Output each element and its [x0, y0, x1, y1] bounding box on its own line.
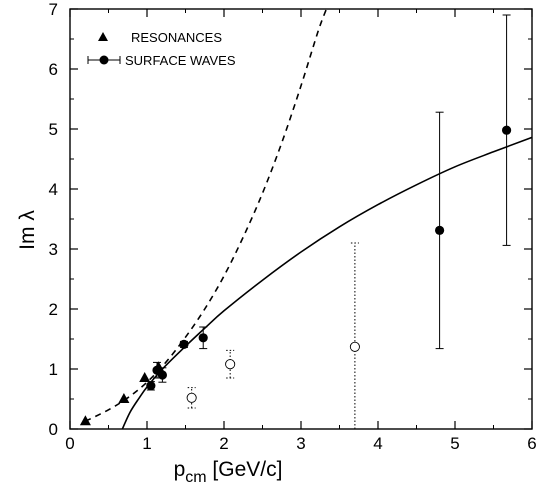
- x-axis-title-sub: cm: [185, 469, 206, 486]
- y-tick-label: 6: [49, 60, 58, 79]
- y-axis-title: Im λ: [16, 210, 39, 250]
- y-tick-label: 1: [49, 360, 58, 379]
- x-tick-label: 0: [65, 434, 74, 453]
- y-tick-label: 2: [49, 300, 58, 319]
- resonance-point: [139, 372, 151, 382]
- open-point: [186, 392, 197, 403]
- x-tick-labels: 0 1 2 3 4 5 6: [65, 434, 536, 453]
- surface-wave-point: [179, 339, 189, 349]
- y-tick-labels: 0 1 2 3 4 5 6 7: [49, 0, 58, 439]
- y-tick-label: 0: [49, 420, 58, 439]
- resonance-point: [118, 393, 130, 403]
- legend-label-surface-waves: SURFACE WAVES: [125, 53, 236, 68]
- resonance-point: [79, 415, 91, 426]
- surface-wave-point: [157, 370, 167, 380]
- legend-triangle-marker: [98, 32, 108, 41]
- surface-wave-point: [501, 125, 512, 135]
- x-axis-title-rest: [GeV/c]: [207, 458, 283, 481]
- surface-wave-point: [146, 381, 156, 391]
- y-tick-label: 7: [49, 0, 58, 19]
- x-tick-label: 4: [373, 434, 382, 453]
- x-axis-title: pcm [GeV/c]: [174, 458, 283, 486]
- x-axis-title-main: p: [174, 458, 186, 481]
- error-bars: [146, 14, 511, 430]
- fit-curves: [85, 9, 532, 429]
- x-tick-label: 3: [296, 434, 305, 453]
- x-tick-label: 1: [142, 434, 151, 453]
- plot-frame: [69, 8, 533, 430]
- y-tick-label: 3: [49, 240, 58, 259]
- surface-wave-point: [435, 225, 445, 235]
- x-tick-label: 6: [527, 434, 536, 453]
- x-tick-label: 2: [219, 434, 228, 453]
- legend-label-resonances: RESONANCES: [131, 30, 222, 45]
- y-tick-label: 5: [49, 120, 58, 139]
- axis-ticks: [69, 8, 533, 430]
- x-tick-label: 5: [450, 434, 459, 453]
- dashed-curve: [85, 9, 328, 422]
- open-point: [349, 341, 360, 352]
- legend-circle-marker: [99, 55, 109, 65]
- legend: RESONANCES SURFACE WAVES: [87, 30, 236, 68]
- surface-wave-point: [198, 333, 208, 343]
- data-points: [79, 125, 512, 426]
- open-point: [225, 359, 236, 370]
- y-tick-label: 4: [49, 180, 58, 199]
- solid-curve: [121, 136, 532, 429]
